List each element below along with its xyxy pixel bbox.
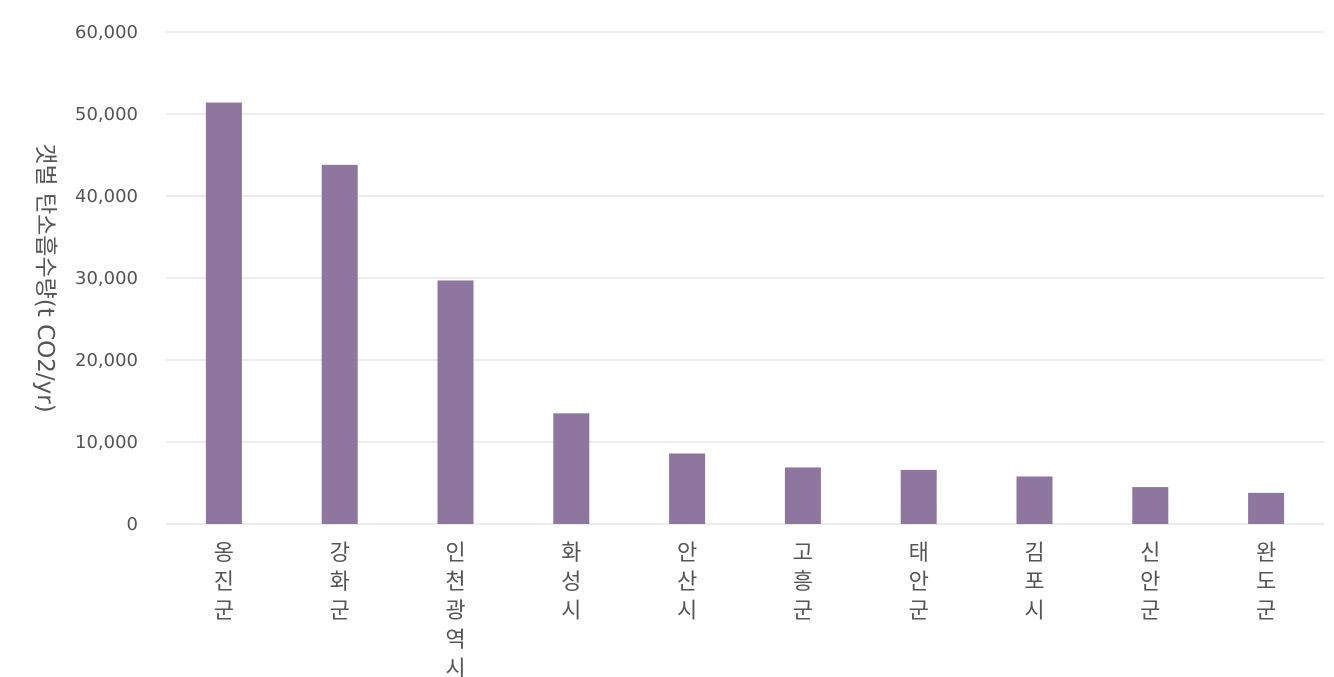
y-tick-label: 50,000 xyxy=(75,104,138,125)
bar xyxy=(321,164,358,524)
bar xyxy=(1248,492,1285,524)
bar xyxy=(205,102,242,525)
y-tick-label: 60,000 xyxy=(75,22,138,43)
bar xyxy=(553,413,590,524)
y-tick-label: 20,000 xyxy=(75,350,138,371)
y-axis-title: 갯벌 탄소흡수량(t CO2/yr) xyxy=(32,143,58,412)
bar xyxy=(669,453,706,524)
bar xyxy=(1016,476,1053,524)
y-tick-label: 40,000 xyxy=(75,186,138,207)
bars xyxy=(205,102,1285,525)
y-tick-label: 0 xyxy=(127,514,138,535)
bar xyxy=(900,469,937,524)
y-axis-ticks: 0 10,000 20,000 30,000 40,000 50,000 60,000 xyxy=(75,22,138,535)
x-axis-labels: 옹 진 군 강 화 군 인 천 광 역 시 화 성 시 안 산 시 고 흥 군 태 안 군 김 포 시 신 안 군 완 도 군 xyxy=(214,541,1276,677)
y-tick-label: 30,000 xyxy=(75,268,138,289)
bar xyxy=(1132,487,1169,524)
gridlines xyxy=(166,31,1324,525)
bar xyxy=(437,280,474,524)
y-tick-label: 10,000 xyxy=(75,432,138,453)
bar xyxy=(784,467,821,524)
